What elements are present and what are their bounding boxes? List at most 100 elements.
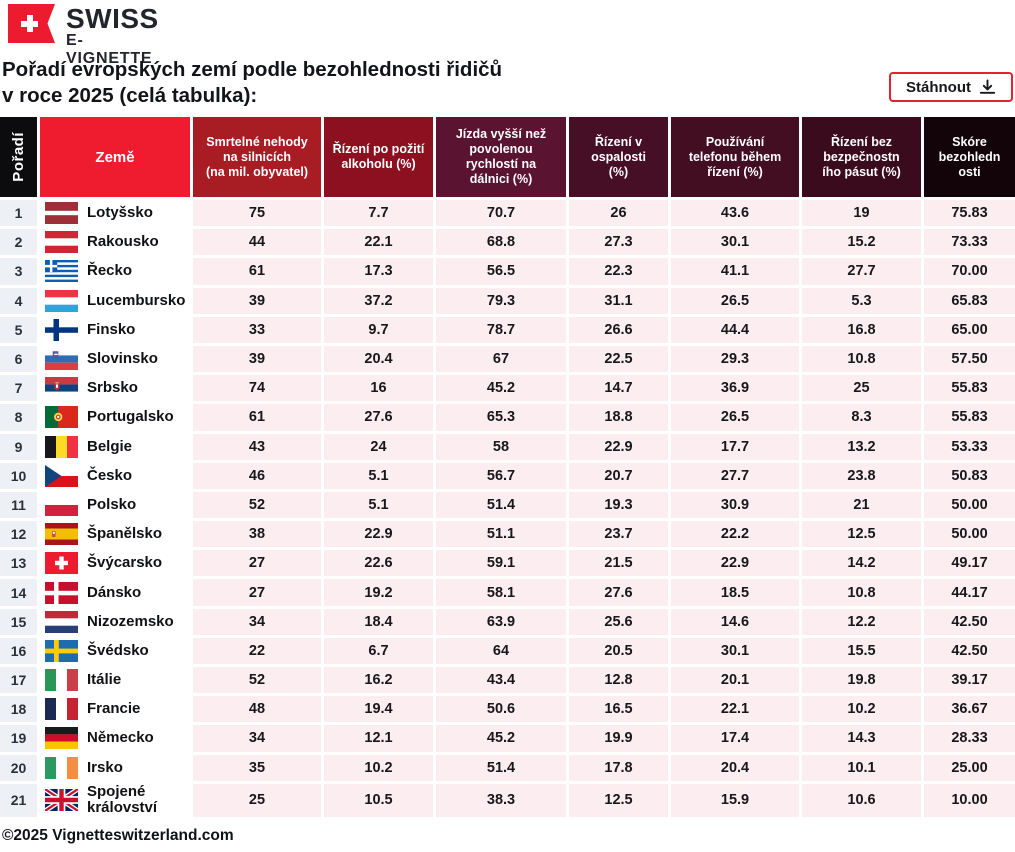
cell-rank: 10 [0,462,37,489]
cell-value: 68.8 [436,229,566,256]
flag-icon-pt [45,406,78,429]
column-header-phone: Používání telefonu během řízení (%) [671,117,799,197]
column-header-alcohol: Řízení po požití alkoholu (%) [324,117,433,197]
cell-value: 16.8 [802,316,921,343]
cell-value: 22 [193,637,321,664]
cell-value: 19 [802,200,921,227]
cell-value: 22.3 [569,258,668,285]
cell-rank: 5 [0,316,37,343]
cell-value: 10.6 [802,783,921,817]
swiss-cross-icon [21,15,38,32]
cell-value: 18.4 [324,608,433,635]
cell-value: 18.5 [671,579,799,606]
cell-value: 31.1 [569,287,668,314]
cell-value: 52 [193,491,321,519]
download-icon [979,79,996,94]
cell-value: 44 [193,229,321,256]
cell-value: 65.3 [436,404,566,431]
rankings-table: Pořadí Země Smrtelné nehody na silnicích (na… [0,117,1015,817]
cell-country: Spojené království [40,783,190,817]
download-button[interactable]: Stáhnout [889,72,1013,102]
cell-value: 50.6 [436,696,566,723]
cell-value: 79.3 [436,287,566,314]
flag-icon-gb [45,789,78,812]
cell-value: 12.2 [802,608,921,635]
cell-value: 38 [193,521,321,548]
cell-value: 26.6 [569,316,668,343]
cell-value: 30.9 [671,491,799,519]
cell-value: 73.33 [924,229,1015,256]
cell-value: 78.7 [436,316,566,343]
cell-value: 27.6 [569,579,668,606]
cell-rank: 21 [0,783,37,817]
cell-value: 36.9 [671,375,799,402]
cell-value: 6.7 [324,637,433,664]
cell-value: 22.1 [324,229,433,256]
column-header-label: Řízení v [594,134,643,149]
cell-value: 17.8 [569,754,668,781]
cell-country: Portugalsko [40,404,190,431]
column-header-label: Používání [705,134,765,149]
cell-rank: 18 [0,696,37,723]
column-header-label: osti [958,164,981,179]
page-title-line1: Pořadí evropských zemí podle bezohlednos… [2,58,503,81]
cell-value: 75.83 [924,200,1015,227]
flag-icon-ch [45,552,78,575]
cell-rank: 20 [0,754,37,781]
country-name: Lotyšsko [87,204,153,222]
cell-value: 20.1 [671,667,799,694]
cell-rank: 3 [0,258,37,285]
cell-value: 19.9 [569,725,668,752]
page-title-line2: v roce 2025 (celá tabulka): [2,84,258,107]
cell-value: 67 [436,345,566,373]
country-name: Švédsko [87,641,149,659]
cell-value: 50.00 [924,521,1015,548]
country-name: Dánsko [87,583,142,601]
cell-country: Irsko [40,754,190,781]
cell-country: Finsko [40,316,190,343]
cell-value: 42.50 [924,637,1015,664]
column-header-label: ospalosti [591,149,646,164]
country-name: Francie [87,700,141,718]
cell-value: 52 [193,667,321,694]
country-name: Německo [87,729,154,747]
column-header-seatbelt: Řízení bez bezpečnostn ího pásut (%) [802,117,921,197]
column-header-label: Řízení bez [830,134,893,149]
flag-icon-se [45,639,78,662]
cell-country: Francie [40,696,190,723]
cell-country: Belgie [40,433,190,460]
cell-country: Nizozemsko [40,608,190,635]
flag-icon-cz [45,464,78,487]
column-header-speed: Jízda vyšší než povolenou rychlostí na dáln… [436,117,566,197]
cell-value: 16 [324,375,433,402]
cell-value: 26 [569,200,668,227]
cell-value: 44.4 [671,316,799,343]
cell-value: 24 [324,433,433,460]
cell-value: 26.5 [671,404,799,431]
cell-value: 20.4 [671,754,799,781]
cell-value: 27 [193,579,321,606]
cell-value: 55.83 [924,404,1015,431]
cell-value: 27.7 [802,258,921,285]
cell-value: 21.5 [569,550,668,577]
cell-value: 61 [193,258,321,285]
country-name: Belgie [87,437,133,455]
cell-rank: 9 [0,433,37,460]
cell-value: 50.00 [924,491,1015,519]
flag-icon-lu [45,289,78,312]
cell-value: 63.9 [436,608,566,635]
flag-icon-pl [45,493,78,516]
cell-value: 39 [193,345,321,373]
cell-value: 26.5 [671,287,799,314]
cell-value: 58.1 [436,579,566,606]
cell-value: 25.00 [924,754,1015,781]
cell-value: 19.2 [324,579,433,606]
cell-country: Česko [40,462,190,489]
cell-value: 42.50 [924,608,1015,635]
column-header-label: (%) [608,164,629,179]
column-header-drowsy: Řízení v ospalosti (%) [569,117,668,197]
cell-rank: 15 [0,608,37,635]
cell-value: 12.5 [802,521,921,548]
cell-value: 14.6 [671,608,799,635]
